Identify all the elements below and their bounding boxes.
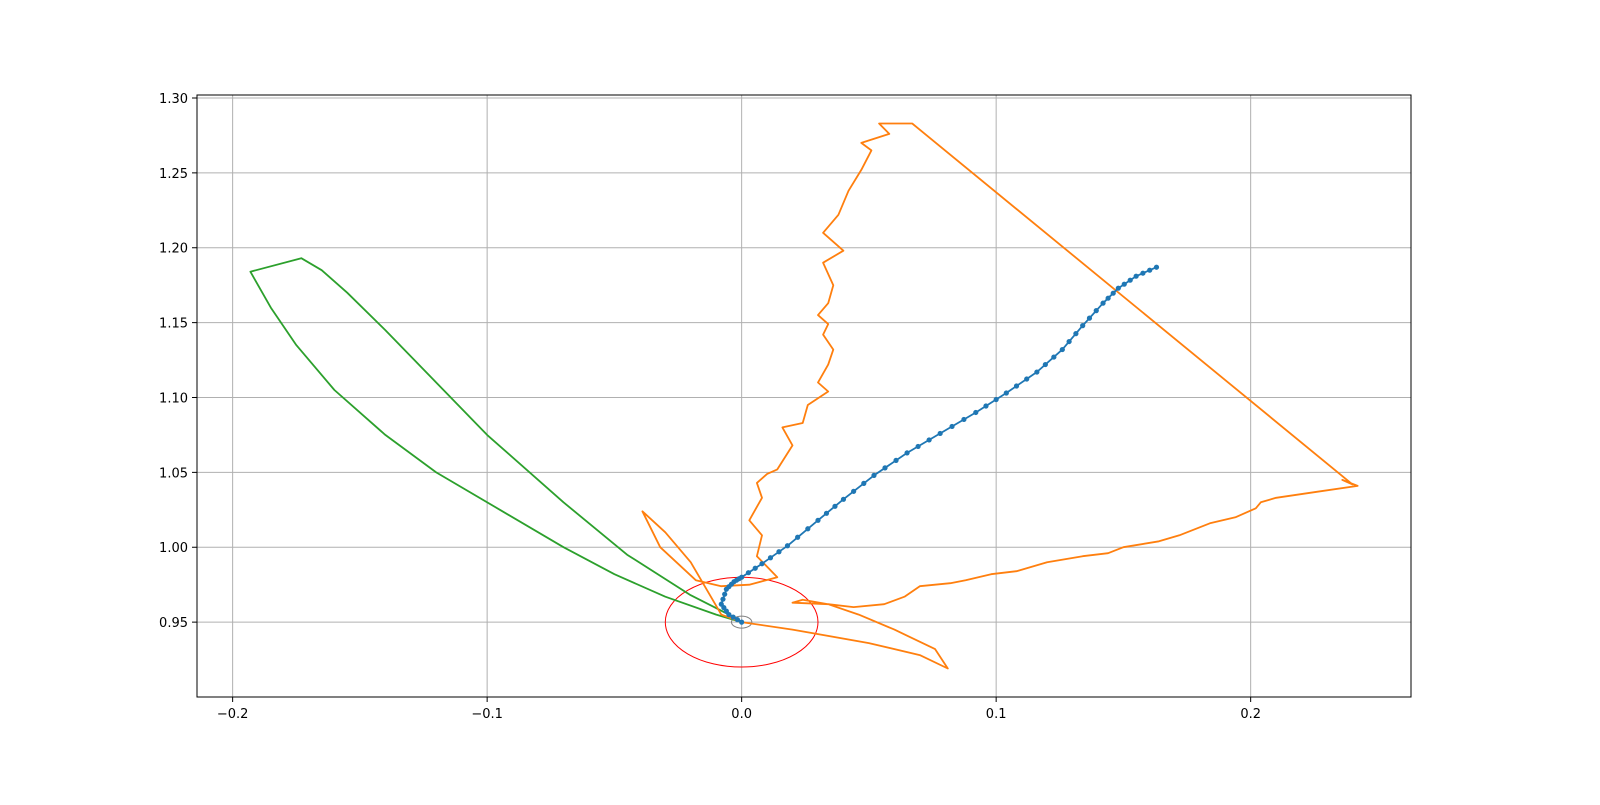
grid-lines	[197, 95, 1411, 697]
series-point	[1100, 300, 1106, 306]
x-axis-ticks: −0.2 −0.1 0.0 0.1 0.2	[217, 697, 1261, 722]
y-tick-label: 0.95	[159, 616, 188, 631]
x-tick-label: 0.0	[731, 707, 752, 722]
y-tick-label: 1.15	[159, 317, 188, 332]
series-point	[1066, 338, 1072, 345]
x-tick-label: 0.1	[986, 707, 1007, 722]
series-point	[1051, 354, 1057, 360]
series-point	[734, 617, 741, 623]
series-point	[1115, 285, 1121, 291]
series-point	[739, 574, 745, 580]
series-point	[904, 450, 910, 456]
series-point	[718, 601, 724, 607]
series-point	[1105, 295, 1111, 301]
series-point	[1003, 390, 1009, 396]
plot-area-frame	[196, 94, 1412, 698]
series-point	[1059, 346, 1065, 353]
series-point	[851, 488, 857, 494]
series-point	[1153, 264, 1160, 270]
series-point	[1034, 369, 1040, 375]
x-tick-label: 0.2	[1240, 707, 1261, 722]
series-point	[832, 503, 838, 509]
series-point	[805, 526, 811, 532]
series-point	[871, 472, 877, 478]
series-point	[1073, 331, 1079, 337]
series-point	[937, 430, 943, 437]
series-line	[249, 257, 743, 623]
series-point	[759, 561, 765, 567]
series-point	[1093, 308, 1099, 314]
series-line	[641, 122, 1359, 670]
series-point	[882, 465, 888, 471]
y-axis-ticks: 0.95 1.00 1.05 1.10 1.15 1.20 1.25 1.30	[159, 92, 197, 631]
y-tick-label: 1.25	[159, 167, 188, 182]
series-point	[961, 416, 967, 423]
series-point	[840, 496, 847, 502]
series-point	[1140, 270, 1146, 276]
series-point	[776, 549, 782, 555]
series-point	[745, 570, 752, 576]
series-point	[752, 565, 758, 571]
series-point	[767, 555, 774, 561]
series-point	[730, 614, 736, 620]
series-point	[1080, 323, 1086, 329]
series-point	[815, 517, 821, 523]
y-tick-label: 1.00	[159, 541, 188, 556]
series-point	[1110, 290, 1116, 296]
series-point	[893, 457, 899, 463]
series-point	[983, 403, 989, 409]
series-point	[1147, 267, 1153, 273]
series-point	[949, 423, 955, 430]
y-tick-label: 1.10	[159, 391, 188, 406]
annotation-circle	[730, 615, 753, 629]
series-point	[1024, 376, 1030, 382]
series-point	[739, 619, 745, 625]
series-line	[720, 266, 1157, 623]
series-point	[861, 480, 867, 486]
series-point	[1042, 361, 1048, 368]
series-point	[926, 437, 932, 443]
y-tick-label: 1.20	[159, 242, 188, 257]
series-point	[722, 591, 728, 597]
series-point	[823, 510, 830, 516]
series-point	[784, 543, 791, 549]
series-point	[795, 534, 801, 540]
series-point	[1086, 315, 1093, 321]
series-point	[1127, 277, 1133, 283]
series-point	[720, 596, 726, 602]
series-point	[1121, 281, 1127, 287]
y-tick-label: 1.05	[159, 466, 188, 481]
series-point	[915, 443, 921, 450]
series-point	[1013, 383, 1020, 389]
x-tick-label: −0.1	[471, 707, 503, 722]
y-tick-label: 1.30	[159, 92, 188, 107]
series-lines	[249, 122, 1359, 670]
series-point	[1133, 273, 1139, 279]
x-tick-label: −0.2	[217, 707, 249, 722]
series-point	[993, 396, 999, 403]
series-point	[973, 409, 979, 416]
